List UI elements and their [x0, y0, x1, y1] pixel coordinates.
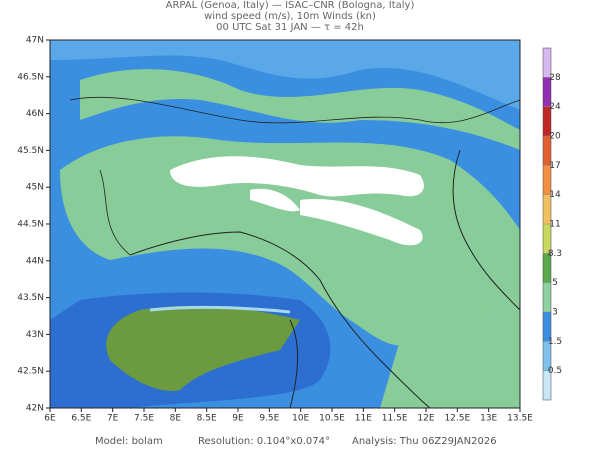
header-line: wind speed (m/s), 10m Winds (kn) [204, 11, 376, 22]
lon-tick-label: 12E [417, 414, 434, 424]
lon-tick-label: 8.5E [197, 414, 217, 424]
colorbar-label: 14 [549, 190, 561, 200]
lon-tick-label: 7E [107, 414, 119, 424]
colorbar-label: 1.5 [548, 337, 562, 347]
colorbar-band [543, 282, 551, 312]
lat-tick-label: 42N [26, 404, 44, 414]
colorbar-band [543, 194, 551, 224]
colorbar-label: 8.3 [548, 249, 562, 259]
colorbar-frame [542, 47, 552, 401]
colorbar-label: 20 [549, 132, 561, 142]
colorbar-label: 0.5 [548, 366, 562, 376]
colorbar-band [543, 224, 551, 254]
lat-tick-label: 44N [26, 256, 44, 266]
colorbar-band [543, 341, 551, 371]
lon-tick-label: 13.5E [507, 414, 533, 424]
colorbar-label: 17 [549, 161, 560, 171]
colorbar-label: 3 [552, 308, 558, 318]
footer-model: Model: bolam [95, 436, 163, 447]
lat-tick-label: 45.5N [17, 146, 44, 156]
colorbar-band [543, 165, 551, 195]
header-line: ARPAL (Genoa, Italy) — ISAC–CNR (Bologna… [166, 0, 415, 11]
lon-tick-label: 8E [170, 414, 182, 424]
lon-tick-label: 6E [44, 414, 56, 424]
colorbar-label: 24 [549, 102, 561, 112]
lon-tick-label: 12.5E [444, 414, 470, 424]
header-line: 00 UTC Sat 31 JAN — τ = 42h [216, 22, 364, 33]
colorbar-label: 28 [549, 73, 561, 83]
footer-resolution: Resolution: 0.104°x0.074° [198, 436, 330, 447]
lat-tick-label: 44.5N [17, 220, 44, 230]
lon-tick-label: 13E [480, 414, 497, 424]
colorbar-band [543, 253, 551, 283]
lon-tick-label: 9E [232, 414, 244, 424]
footer-analysis: Analysis: Thu 06Z29JAN2026 [352, 436, 497, 447]
lon-tick-label: 7.5E [134, 414, 154, 424]
colorbar-band [543, 77, 551, 107]
colorbar-label: 11 [549, 220, 560, 230]
lat-tick-label: 46.5N [17, 72, 44, 82]
lat-tick-label: 42.5N [17, 367, 44, 377]
lon-tick-label: 10E [292, 414, 309, 424]
lon-tick-label: 9.5E [259, 414, 279, 424]
colorbar-band [543, 48, 551, 78]
colorbar-band [543, 106, 551, 136]
lat-tick-label: 47N [26, 36, 44, 46]
lat-tick-label: 45N [26, 183, 44, 193]
lon-tick-label: 11E [355, 414, 372, 424]
colorbar-label: 5 [552, 278, 558, 288]
lat-tick-label: 43.5N [17, 293, 44, 303]
lat-tick-label: 46N [26, 109, 44, 119]
lon-tick-label: 10.5E [319, 414, 345, 424]
colorbar-band [543, 136, 551, 166]
lat-tick-label: 43N [26, 330, 44, 340]
map-field [50, 40, 520, 408]
lon-tick-label: 6.5E [71, 414, 91, 424]
colorbar-band [543, 370, 551, 400]
lon-tick-label: 11.5E [382, 414, 408, 424]
colorbar-band [543, 312, 551, 342]
